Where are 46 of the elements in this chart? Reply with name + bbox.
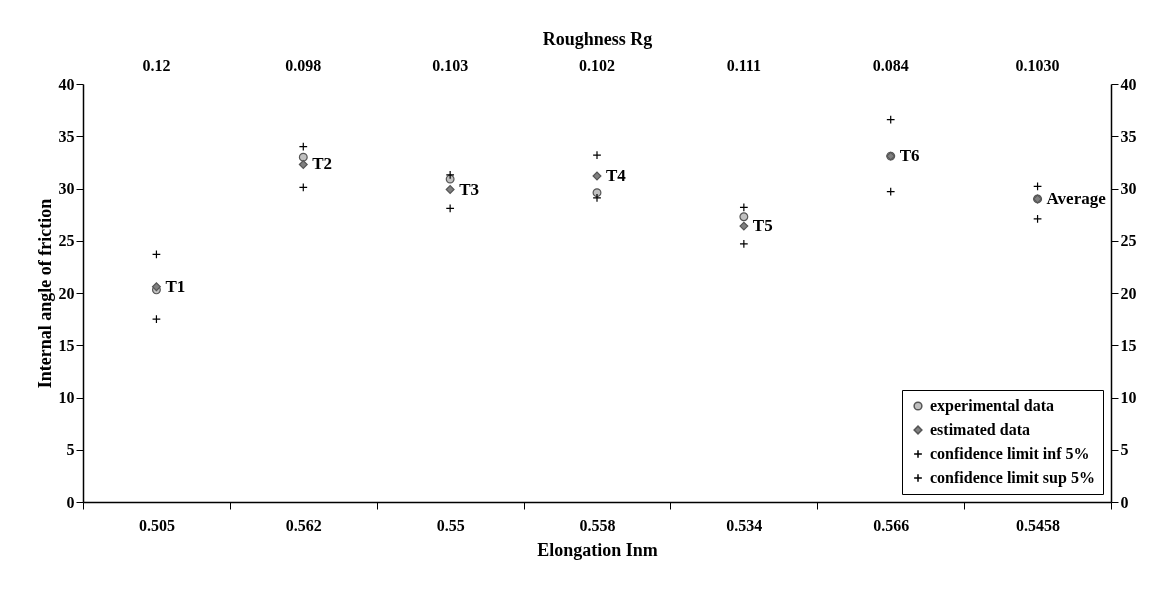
x-tick-label: 0.505	[138, 516, 175, 534]
x-tick-label: 0.562	[285, 516, 322, 534]
x-tick-label: 0.5458	[1016, 516, 1061, 534]
y2-tick-label: 5	[1120, 441, 1129, 459]
y-tick-label: 20	[58, 284, 75, 302]
legend-label: experimental data	[930, 397, 1054, 415]
y2-tick-label: 40	[1120, 75, 1137, 93]
text: 0.103	[432, 57, 469, 74]
annotation: Average	[1046, 188, 1107, 208]
y-tick-label: 40	[58, 75, 75, 93]
annotation: T2	[312, 154, 333, 174]
y-tick-label: 0	[66, 493, 75, 511]
x-tick-label: 0.534	[726, 516, 763, 534]
y-tick-label: 15	[58, 336, 75, 354]
text: 0.1030	[1015, 57, 1060, 74]
annotation: T4	[606, 165, 627, 185]
legend-label: confidence limit sup 5%	[930, 469, 1095, 487]
y-axis-title: Internal angle of friction	[34, 198, 55, 389]
y2-tick-label: 20	[1120, 284, 1137, 302]
y-tick-label: 30	[58, 180, 75, 197]
text: 0.111	[726, 57, 761, 74]
annotation: T5	[752, 216, 773, 236]
x-tick-label: 0.566	[873, 516, 910, 534]
x-axis-title: Elongation Inm	[537, 539, 658, 560]
y2-tick-label: 0	[1120, 493, 1129, 511]
legend-label: confidence limit inf 5%	[930, 445, 1090, 462]
x-tick-label: 0.558	[579, 516, 616, 534]
text: 0.102	[579, 57, 615, 74]
y2-tick-label: 35	[1120, 127, 1137, 145]
y2-tick-label: 10	[1120, 389, 1137, 406]
annotation: T3	[459, 179, 479, 199]
y2-tick-label: 25	[1120, 232, 1137, 250]
annotation: T1	[165, 276, 186, 296]
y2-tick-label: 30	[1120, 180, 1137, 197]
annotation: T6	[899, 146, 920, 166]
y2-tick-label: 15	[1120, 336, 1137, 354]
y-tick-label: 25	[58, 232, 75, 250]
y-tick-label: 10	[58, 389, 75, 406]
x-tick-label: 0.55	[436, 516, 465, 534]
x2-axis-title: Roughness Rg	[542, 28, 653, 49]
legend-label: estimated data	[930, 421, 1030, 438]
text: 0.084	[872, 57, 909, 74]
text: 0.098	[285, 57, 322, 74]
y-tick-label: 5	[66, 441, 75, 459]
y-tick-label: 35	[58, 127, 75, 145]
text: 0.12	[142, 57, 171, 74]
